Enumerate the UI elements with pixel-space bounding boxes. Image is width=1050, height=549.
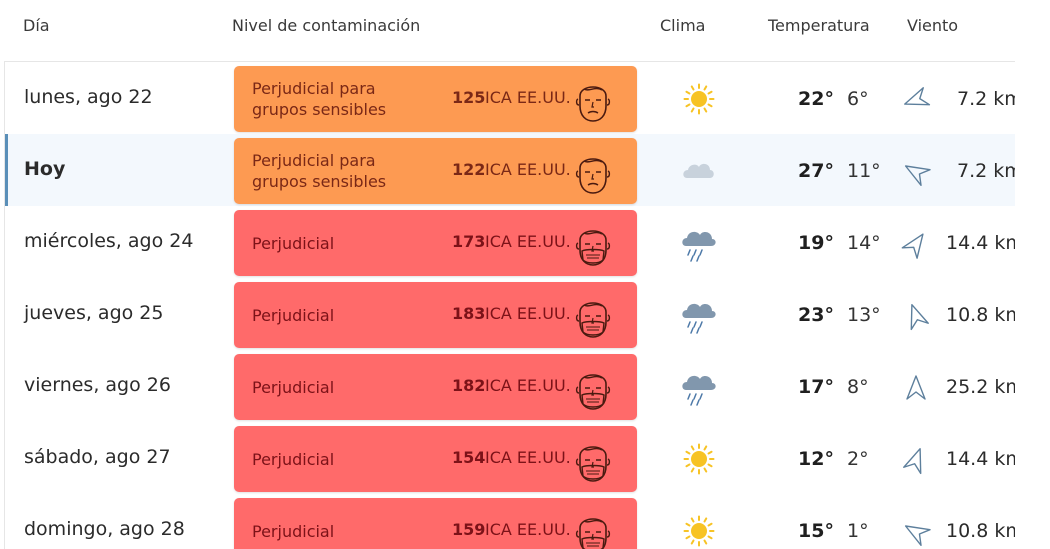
wind-speed: 25.2 km <box>946 376 1015 398</box>
wind-direction-icon <box>900 444 932 476</box>
sunny-icon <box>678 78 720 120</box>
wind-speed: 7.2 km <box>957 88 1015 110</box>
wind-direction-icon <box>900 228 932 260</box>
mask-face-icon <box>574 292 612 340</box>
mask-face-icon <box>574 220 612 268</box>
aqi-level-label: Perjudicial <box>252 521 335 541</box>
rain-cloud-icon <box>678 366 720 408</box>
wind-direction-icon <box>900 84 932 116</box>
day-label: jueves, ago 25 <box>24 302 164 324</box>
sunny-icon <box>678 510 720 549</box>
temp-high: 22° <box>798 88 834 110</box>
temp-low: 6° <box>847 88 869 110</box>
table-header: Día Nivel de contaminación Clima Tempera… <box>0 0 1050 56</box>
aqi-unit: ICA EE.UU. <box>485 520 571 539</box>
aqi-unit: ICA EE.UU. <box>485 376 571 395</box>
temp-high: 23° <box>798 304 834 326</box>
rain-cloud-icon <box>678 222 720 264</box>
header-temperature[interactable]: Temperatura <box>768 16 870 35</box>
temp-low: 11° <box>847 160 881 182</box>
header-day[interactable]: Día <box>23 16 50 35</box>
day-label: sábado, ago 27 <box>24 446 171 468</box>
day-label: domingo, ago 28 <box>24 518 185 540</box>
day-label: Hoy <box>24 158 66 180</box>
aqi-card[interactable]: Perjudicial para grupos sensibles 122 ICA … <box>234 138 637 204</box>
wind-direction-icon <box>900 156 932 188</box>
forecast-row[interactable]: lunes, ago 22 Perjudicial para grupos sen… <box>5 62 1015 134</box>
aqi-unit: ICA EE.UU. <box>485 232 571 251</box>
rain-cloud-icon <box>678 294 720 336</box>
aqi-card[interactable]: Perjudicial 159 ICA EE.UU. <box>234 498 637 549</box>
wind-speed: 14.4 km <box>946 232 1015 254</box>
aqi-value: 173 <box>452 232 486 251</box>
temp-high: 15° <box>798 520 834 542</box>
day-label: viernes, ago 26 <box>24 374 171 396</box>
aqi-value: 154 <box>452 448 486 467</box>
sad-face-icon <box>574 76 612 124</box>
aqi-card[interactable]: Perjudicial 182 ICA EE.UU. <box>234 354 637 420</box>
forecast-row[interactable]: miércoles, ago 24 Perjudicial 173 ICA EE.UU… <box>5 206 1015 278</box>
forecast-row[interactable]: sábado, ago 27 Perjudicial 154 ICA EE.UU. 12… <box>5 422 1015 494</box>
aqi-value: 159 <box>452 520 486 539</box>
aqi-unit: ICA EE.UU. <box>485 88 571 107</box>
aqi-level-label: Perjudicial para grupos sensibles <box>252 151 387 191</box>
aqi-level-label: Perjudicial <box>252 233 335 253</box>
wind-speed: 10.8 km <box>946 304 1015 326</box>
aqi-unit: ICA EE.UU. <box>485 448 571 467</box>
aqi-value: 125 <box>452 88 486 107</box>
mask-face-icon <box>574 364 612 412</box>
aqi-card[interactable]: Perjudicial 154 ICA EE.UU. <box>234 426 637 492</box>
aqi-level-label: Perjudicial <box>252 449 335 469</box>
temp-high: 12° <box>798 448 834 470</box>
aqi-level-label: Perjudicial <box>252 377 335 397</box>
forecast-row[interactable]: jueves, ago 25 Perjudicial 183 ICA EE.UU. 23… <box>5 278 1015 350</box>
wind-direction-icon <box>900 300 932 332</box>
mask-face-icon <box>574 436 612 484</box>
temp-high: 19° <box>798 232 834 254</box>
wind-direction-icon <box>900 516 932 548</box>
wind-speed: 7.2 km <box>957 160 1015 182</box>
aqi-value: 122 <box>452 160 486 179</box>
aqi-card[interactable]: Perjudicial 173 ICA EE.UU. <box>234 210 637 276</box>
forecast-list: lunes, ago 22 Perjudicial para grupos sen… <box>4 61 1015 549</box>
aqi-level-label: Perjudicial <box>252 305 335 325</box>
sad-face-icon <box>574 148 612 196</box>
aqi-unit: ICA EE.UU. <box>485 160 571 179</box>
wind-speed: 14.4 km <box>946 448 1015 470</box>
aqi-card[interactable]: Perjudicial para grupos sensibles 125 ICA … <box>234 66 637 132</box>
temp-low: 13° <box>847 304 881 326</box>
aqi-value: 182 <box>452 376 486 395</box>
temp-low: 2° <box>847 448 869 470</box>
temp-low: 8° <box>847 376 869 398</box>
header-aqi[interactable]: Nivel de contaminación <box>232 16 421 35</box>
header-wind[interactable]: Viento <box>907 16 959 35</box>
aqi-card[interactable]: Perjudicial 183 ICA EE.UU. <box>234 282 637 348</box>
forecast-row[interactable]: viernes, ago 26 Perjudicial 182 ICA EE.UU. 1… <box>5 350 1015 422</box>
mask-face-icon <box>574 508 612 549</box>
temp-high: 17° <box>798 376 834 398</box>
wind-direction-icon <box>900 372 932 404</box>
day-label: lunes, ago 22 <box>24 86 153 108</box>
forecast-row[interactable]: domingo, ago 28 Perjudicial 159 ICA EE.UU. 1… <box>5 494 1015 549</box>
sunny-icon <box>678 438 720 480</box>
temp-low: 14° <box>847 232 881 254</box>
aqi-unit: ICA EE.UU. <box>485 304 571 323</box>
cloudy-icon <box>678 150 720 192</box>
scroll-edge <box>1015 0 1050 549</box>
temp-low: 1° <box>847 520 869 542</box>
aqi-value: 183 <box>452 304 486 323</box>
header-weather[interactable]: Clima <box>660 16 706 35</box>
forecast-row[interactable]: Hoy Perjudicial para grupos sensibles 122 I… <box>5 134 1015 206</box>
temp-high: 27° <box>798 160 834 182</box>
wind-speed: 10.8 km <box>946 520 1015 542</box>
day-label: miércoles, ago 24 <box>24 230 194 252</box>
aqi-level-label: Perjudicial para grupos sensibles <box>252 79 387 119</box>
